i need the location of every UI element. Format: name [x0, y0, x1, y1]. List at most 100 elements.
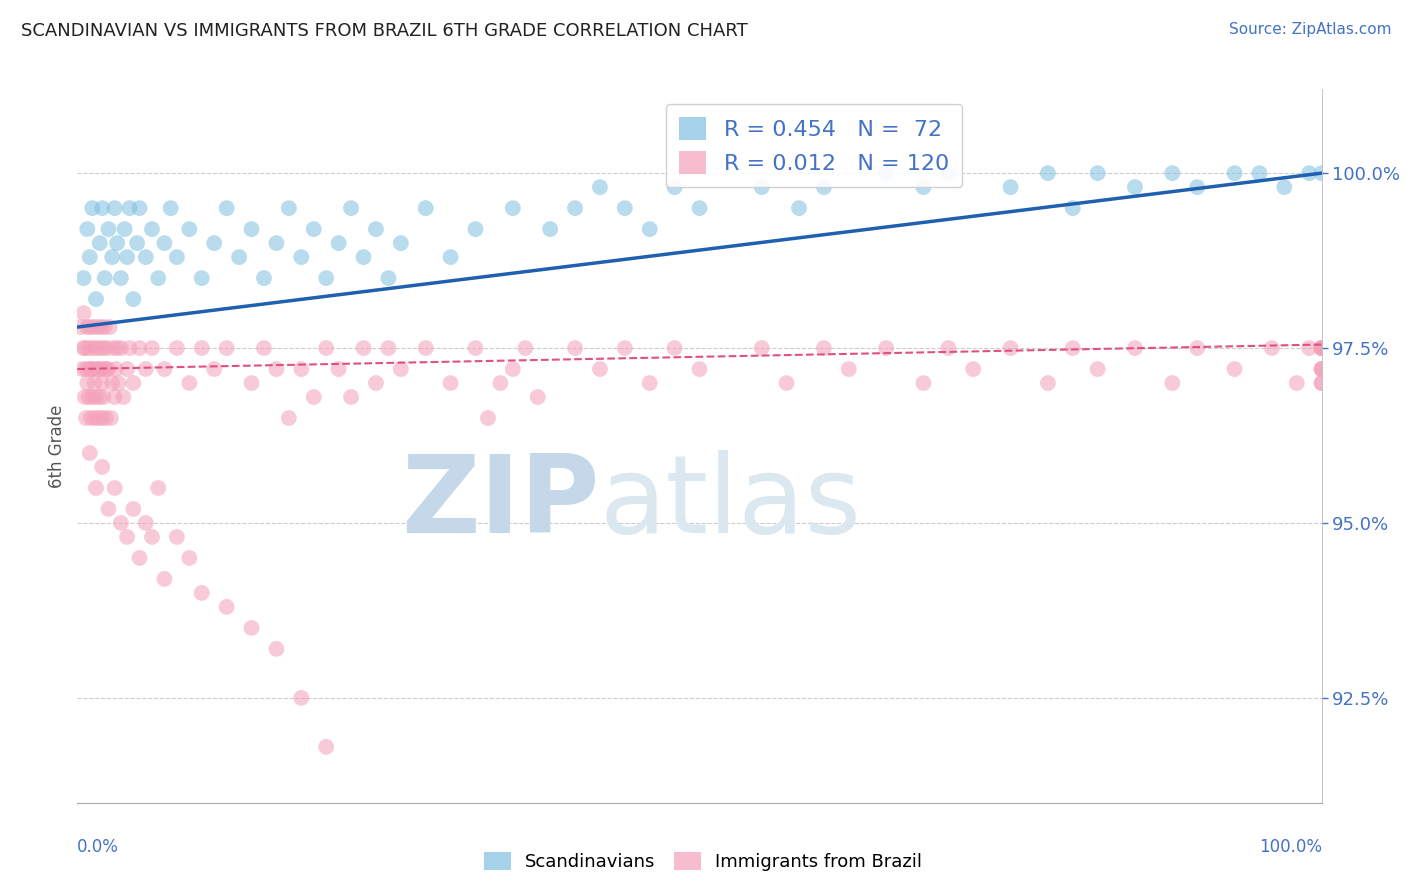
Point [240, 222, 263, 236]
Legend: R = 0.454   N =  72, R = 0.012   N = 120: R = 0.454 N = 72, R = 0.012 N = 120 [666, 103, 962, 187]
Point [912, 180, 935, 194]
Point [1310, 362, 1333, 376]
Point [775, 376, 797, 390]
Point [315, 739, 337, 754]
Point [100, 411, 122, 425]
Point [202, 362, 225, 376]
Point [153, 236, 176, 251]
Point [84, 481, 107, 495]
Point [1298, 166, 1320, 180]
Point [107, 376, 129, 390]
Point [415, 201, 437, 215]
Point [638, 376, 661, 390]
Point [112, 390, 135, 404]
Point [689, 362, 711, 376]
Point [72, 341, 94, 355]
Point [1123, 341, 1146, 355]
Point [122, 502, 145, 516]
Point [179, 376, 201, 390]
Point [875, 341, 897, 355]
Point [315, 341, 337, 355]
Point [105, 341, 128, 355]
Point [118, 341, 141, 355]
Point [377, 271, 399, 285]
Point [277, 411, 299, 425]
Point [253, 341, 276, 355]
Point [79, 320, 101, 334]
Point [613, 341, 636, 355]
Point [98, 320, 121, 334]
Point [1087, 166, 1109, 180]
Point [86, 320, 108, 334]
Point [502, 362, 524, 376]
Point [315, 271, 337, 285]
Point [1310, 341, 1333, 355]
Point [191, 586, 214, 600]
Point [813, 180, 835, 194]
Point [1161, 166, 1184, 180]
Point [1000, 341, 1022, 355]
Point [83, 320, 105, 334]
Point [875, 166, 897, 180]
Point [105, 236, 128, 251]
Point [84, 292, 107, 306]
Point [93, 362, 115, 376]
Point [73, 390, 96, 404]
Point [415, 341, 437, 355]
Point [84, 341, 107, 355]
Point [94, 362, 117, 376]
Point [1087, 362, 1109, 376]
Point [70, 320, 93, 334]
Point [72, 306, 94, 320]
Point [328, 236, 350, 251]
Point [166, 341, 188, 355]
Point [215, 599, 238, 614]
Point [86, 362, 108, 376]
Point [90, 320, 112, 334]
Y-axis label: 6th Grade: 6th Grade [48, 404, 66, 488]
Point [489, 376, 512, 390]
Text: ZIP: ZIP [402, 450, 600, 556]
Point [364, 222, 387, 236]
Point [1187, 341, 1209, 355]
Point [689, 201, 711, 215]
Point [502, 201, 524, 215]
Point [1187, 180, 1209, 194]
Point [191, 341, 214, 355]
Point [751, 341, 773, 355]
Point [166, 250, 188, 264]
Point [240, 376, 263, 390]
Point [79, 362, 101, 376]
Point [377, 341, 399, 355]
Point [110, 341, 132, 355]
Point [838, 362, 860, 376]
Point [962, 362, 984, 376]
Point [89, 236, 111, 251]
Point [1310, 362, 1333, 376]
Point [82, 201, 104, 215]
Point [135, 516, 157, 530]
Point [91, 376, 114, 390]
Point [75, 411, 97, 425]
Point [84, 390, 107, 404]
Point [751, 180, 773, 194]
Point [179, 550, 201, 565]
Point [290, 690, 312, 705]
Point [73, 341, 96, 355]
Point [464, 341, 486, 355]
Point [538, 222, 561, 236]
Point [439, 376, 461, 390]
Point [91, 411, 114, 425]
Point [302, 222, 325, 236]
Point [1223, 166, 1246, 180]
Point [1272, 180, 1295, 194]
Point [93, 271, 115, 285]
Point [477, 411, 499, 425]
Point [228, 250, 250, 264]
Point [104, 362, 127, 376]
Point [90, 362, 112, 376]
Point [72, 362, 94, 376]
Point [589, 362, 612, 376]
Point [141, 222, 163, 236]
Point [389, 236, 412, 251]
